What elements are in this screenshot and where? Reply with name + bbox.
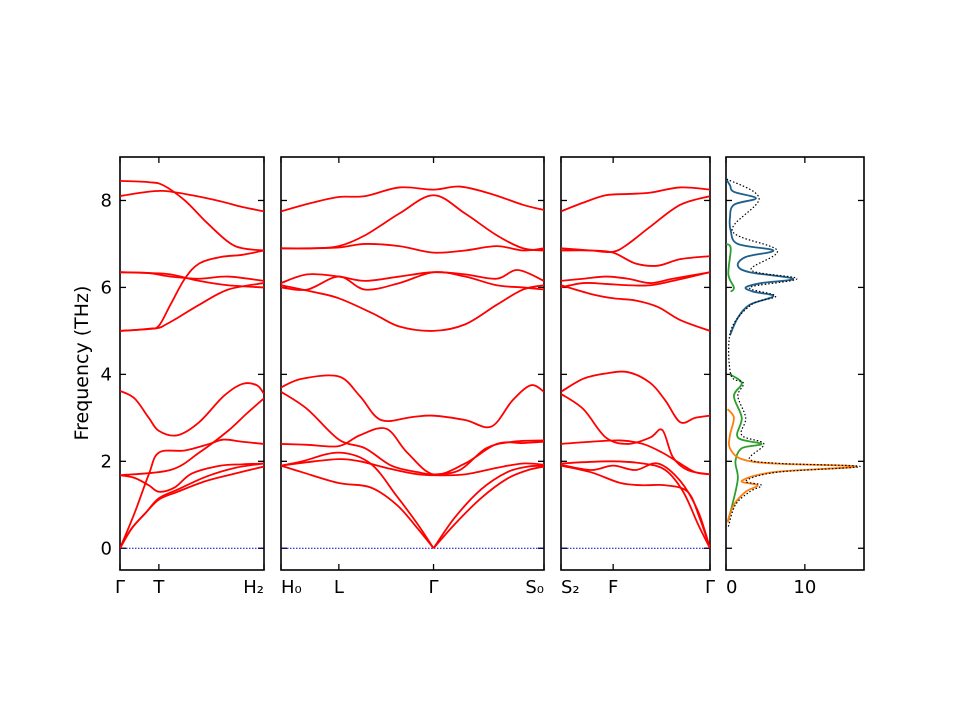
band-line-1-3	[432, 464, 544, 549]
panel-frame	[119, 156, 265, 571]
band-line-0-5	[120, 397, 264, 477]
band-line-1-2	[432, 465, 544, 549]
panel-frame	[280, 156, 545, 571]
panel-frame	[560, 156, 711, 571]
x-tick-label: Γ	[115, 577, 125, 598]
dos-curve-0-0	[726, 178, 794, 336]
dos-curve-1-1	[726, 243, 735, 293]
band-line-1-5	[281, 427, 544, 476]
band-line-0-6	[120, 282, 264, 332]
band-line-1-12	[281, 194, 544, 252]
panel-1-axes	[280, 156, 545, 571]
y-tick-label: 0	[101, 538, 112, 559]
dos-curve-1-0	[726, 373, 763, 523]
band-line-2-4	[561, 393, 710, 476]
band-line-0-8	[120, 271, 264, 289]
band-line-0-7	[120, 249, 264, 332]
dos-curves	[726, 178, 861, 527]
band-line-0-10	[120, 180, 264, 252]
x-tick-label: L	[334, 577, 344, 598]
band-line-2-7	[561, 271, 710, 289]
panel-0-axes: 0 2 4 6 8	[101, 156, 265, 571]
x-tick-label: H₂	[243, 577, 264, 598]
dos-curve-3-0	[726, 178, 861, 527]
band-line-2-5	[561, 370, 710, 424]
y-tick-label: 6	[101, 277, 112, 298]
band-line-1-4	[281, 458, 544, 477]
y-tick-label: 4	[101, 364, 112, 385]
x-tick-label: H₀	[281, 577, 302, 598]
band-line-2-6	[561, 284, 710, 332]
x-tick-label: T	[152, 577, 165, 598]
band-line-2-1	[561, 462, 710, 549]
band-line-1-7	[281, 374, 544, 429]
band-line-2-11	[561, 186, 710, 213]
x-tick-label: F	[608, 577, 618, 598]
band-line-2-10	[561, 195, 710, 254]
dos-x-tick-label: 10	[793, 577, 816, 598]
panel-0-bands	[120, 180, 264, 549]
panel-2-bands	[561, 186, 710, 549]
band-line-0-9	[120, 271, 264, 282]
band-line-0-2	[120, 462, 264, 493]
band-line-1-1	[281, 451, 435, 549]
panel-frame	[725, 156, 865, 571]
y-tick-label: 2	[101, 451, 112, 472]
x-tick-label: S₀	[525, 577, 544, 598]
band-line-0-3	[120, 438, 264, 549]
band-line-0-11	[120, 189, 264, 213]
band-line-0-1	[120, 462, 264, 549]
band-line-1-10	[281, 269, 544, 284]
band-line-2-2	[561, 460, 710, 549]
band-line-0-0	[120, 465, 264, 549]
y-tick-label: 8	[101, 190, 112, 211]
y-axis-label: Frequency (THz)	[71, 286, 93, 441]
dos-x-tick-label: 0	[726, 577, 737, 598]
x-tick-label: Γ	[429, 577, 439, 598]
panel-1-bands	[281, 185, 544, 549]
band-line-2-8	[561, 271, 710, 284]
x-tick-label: Γ	[705, 577, 715, 598]
panel-2-axes	[560, 156, 711, 571]
band-line-1-6	[281, 391, 544, 476]
band-line-1-8	[281, 284, 544, 332]
band-line-2-0	[561, 464, 710, 549]
band-line-2-9	[561, 249, 710, 267]
band-line-1-9	[281, 271, 544, 291]
dos-curve-2-0	[726, 408, 858, 523]
band-line-0-4	[120, 382, 264, 437]
band-line-1-0	[281, 464, 435, 549]
band-line-1-13	[281, 185, 544, 213]
panel-3-axes	[725, 156, 865, 571]
x-tick-label: S₂	[561, 577, 580, 598]
